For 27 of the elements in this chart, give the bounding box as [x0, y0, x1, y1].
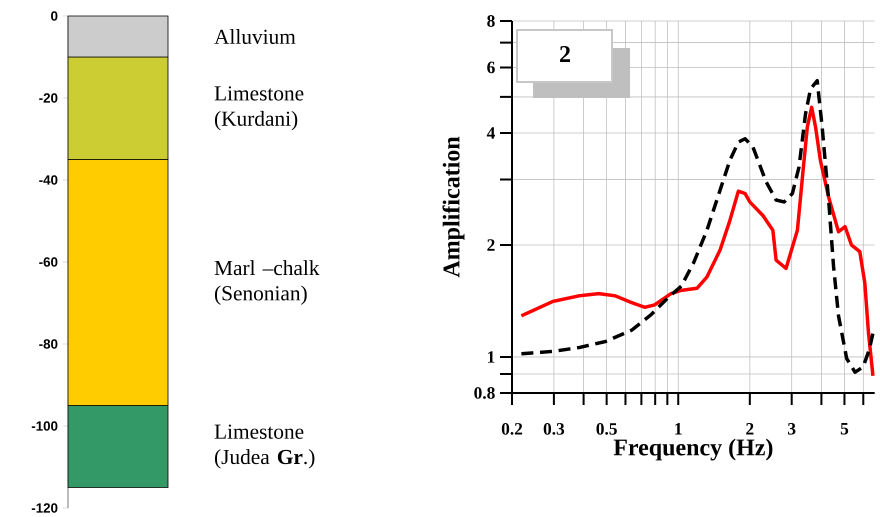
- y-tick-label: -80: [39, 339, 58, 349]
- x-tick-label: 1: [675, 423, 682, 434]
- x-axis-title: Frequency (Hz): [614, 438, 772, 460]
- text: Limestone (Judea Gr.): [214, 424, 314, 468]
- y-tick-label: -120: [32, 503, 58, 513]
- y-tick-label: 8: [487, 15, 495, 27]
- y-tick-label: 6: [487, 62, 495, 74]
- x-tick-label: 2: [746, 423, 754, 434]
- y-tick-label: 0: [51, 11, 58, 21]
- y-tick-label: -100: [32, 421, 58, 431]
- annotation: 2: [560, 46, 570, 62]
- y-axis-title: Amplification: [442, 136, 464, 278]
- y-tick-label: 0.8: [474, 387, 495, 399]
- y-tick-label: 4: [486, 127, 495, 139]
- x-tick-label: 0.3: [544, 423, 564, 435]
- y-tick-label: 2: [487, 239, 495, 251]
- x-tick-label: 5: [840, 423, 848, 435]
- y-tick-label: -60: [39, 257, 58, 267]
- y-tick-label: -20: [39, 93, 58, 103]
- text: Limestone (Kurdani): [214, 86, 304, 130]
- x-tick-label: 3: [788, 423, 796, 435]
- x-tick-label: 0.2: [502, 423, 522, 435]
- y-tick-label: 1: [488, 351, 494, 363]
- text: Alluvium: [214, 28, 296, 44]
- y-tick-label: -40: [39, 175, 58, 185]
- text: Marl –chalk (Senonian): [214, 260, 320, 305]
- x-tick-label: 0.5: [596, 423, 617, 435]
